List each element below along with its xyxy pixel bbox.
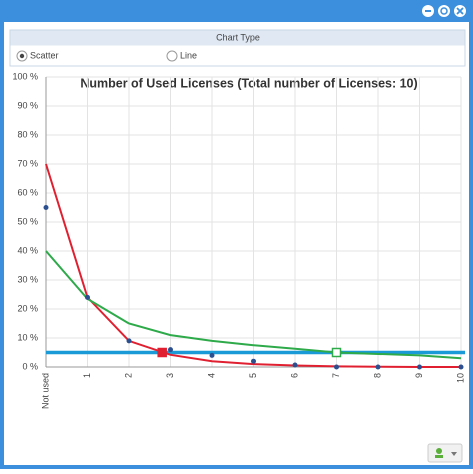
marker (331, 347, 342, 358)
y-tick-label: 100 % (12, 71, 38, 81)
y-tick-label: 10 % (17, 332, 38, 342)
y-tick-label: 20 % (17, 303, 38, 313)
scatter-point (458, 364, 464, 370)
x-tick-label: 6 (289, 373, 299, 378)
scatter-point (43, 205, 49, 210)
x-tick-label: 2 (123, 373, 133, 378)
plot: 0 % 10 % 20 % 30 % 40 % 50 % 60 % 70 % 80 % 90 % 1… (12, 71, 465, 409)
dropdown-arrow (451, 452, 457, 456)
export-button[interactable] (427, 443, 463, 463)
y-tick-label: 60 % (17, 187, 38, 197)
scatter-point (292, 362, 298, 368)
scatter-point (168, 347, 173, 353)
restore-icon (440, 7, 448, 15)
panel-header (10, 30, 465, 46)
export-icon-base (435, 455, 443, 458)
y-tick-label: 90 % (17, 100, 38, 110)
y-tick-label: 50 % (17, 216, 38, 226)
y-tick-label: 40 % (17, 245, 38, 255)
radio-group: Scatter Line (16, 50, 197, 62)
window-buttons (422, 5, 466, 17)
y-tick-label: 30 % (17, 274, 38, 284)
minimize-icon (425, 10, 431, 12)
chart-title: Number of Used Licenses (Total number of… (80, 76, 417, 90)
radio-button[interactable] (166, 50, 178, 62)
close-icon (456, 7, 464, 15)
x-tick-label: 10 (455, 373, 465, 383)
radio-dot (19, 53, 25, 59)
panel-title: Chart Type (216, 32, 260, 42)
x-tick-label: Not used (40, 373, 50, 409)
scatter-point (334, 364, 339, 370)
x-tick-label: 7 (331, 373, 341, 378)
export-icon (436, 448, 442, 454)
y-tick-label: 80 % (17, 129, 38, 139)
series-line (45, 250, 462, 360)
window-body (4, 22, 469, 465)
scatter-point (375, 364, 381, 370)
x-tick-label: 8 (372, 373, 382, 378)
radio-label: Scatter (30, 50, 59, 60)
radio-label: Line (180, 50, 197, 60)
y-tick-label: 0 % (22, 361, 38, 371)
scatter-point (85, 294, 90, 300)
x-tick-label: 9 (414, 373, 424, 378)
x-tick-label: 3 (165, 373, 175, 378)
restore-button[interactable] (438, 5, 450, 17)
y-tick-label: 70 % (17, 158, 38, 168)
series-line (45, 163, 461, 368)
scatter-point (209, 352, 215, 358)
marker (157, 347, 167, 358)
scatter-point (417, 364, 422, 370)
x-tick-label: 4 (206, 373, 216, 378)
x-tick-label: 1 (82, 373, 92, 378)
x-tick-label: 5 (248, 373, 258, 378)
scatter-point (251, 358, 256, 364)
scatter-point (126, 338, 132, 344)
